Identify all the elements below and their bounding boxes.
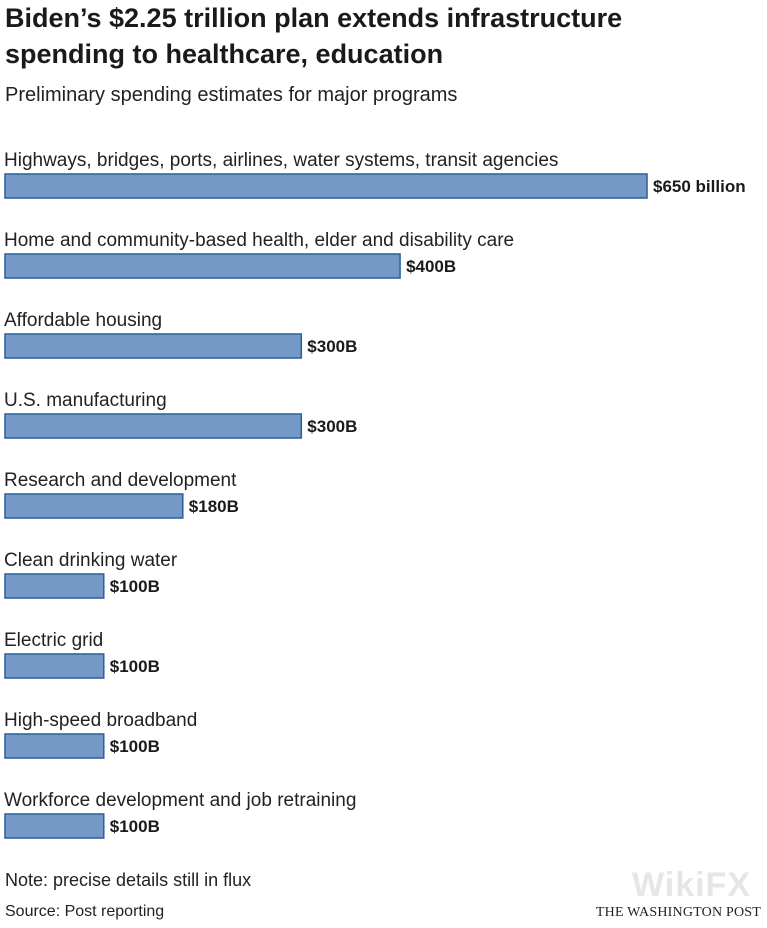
chart-source: Source: Post reporting — [5, 903, 165, 920]
value-label: $650 billion — [653, 177, 746, 196]
value-label: $100B — [110, 657, 160, 676]
watermark-logo: WikiFX — [631, 866, 751, 904]
chart-subtitle: Preliminary spending estimates for major… — [5, 84, 458, 106]
category-label: Workforce development and job retraining — [4, 790, 356, 811]
bar — [4, 813, 105, 839]
value-label: $300B — [307, 417, 357, 436]
value-label: $300B — [307, 337, 357, 356]
category-label: Clean drinking water — [4, 550, 178, 571]
bar — [4, 413, 303, 439]
chart-title: Biden’s $2.25 trillion plan extends infr… — [5, 3, 623, 69]
category-label: High-speed broadband — [4, 710, 197, 731]
chart-note: Note: precise details still in flux — [5, 870, 252, 890]
category-label: Highways, bridges, ports, airlines, wate… — [4, 150, 558, 171]
value-label: $180B — [189, 497, 239, 516]
publisher-credit: THE WASHINGTON POST — [595, 905, 761, 920]
value-label: $100B — [110, 577, 160, 596]
category-label: U.S. manufacturing — [4, 390, 167, 411]
bar — [4, 253, 401, 279]
bar — [4, 493, 184, 519]
category-label: Electric grid — [4, 630, 103, 651]
value-label: $400B — [406, 257, 456, 276]
bar — [4, 733, 105, 759]
category-label: Research and development — [4, 470, 237, 491]
category-label: Affordable housing — [4, 310, 162, 331]
bar — [4, 173, 648, 199]
category-label: Home and community-based health, elder a… — [4, 230, 514, 251]
bar — [4, 333, 303, 359]
bar-chart: Highways, bridges, ports, airlines, wate… — [4, 150, 746, 839]
value-label: $100B — [110, 737, 160, 756]
bar — [4, 653, 105, 679]
value-label: $100B — [110, 817, 160, 836]
bar — [4, 573, 105, 599]
